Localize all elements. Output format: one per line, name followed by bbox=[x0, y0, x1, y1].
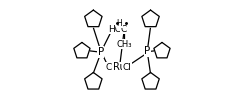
Text: P: P bbox=[144, 46, 151, 56]
Text: HC: HC bbox=[108, 25, 121, 34]
Text: Cl: Cl bbox=[122, 63, 131, 72]
Text: Cl: Cl bbox=[106, 63, 114, 72]
Text: H: H bbox=[117, 19, 122, 28]
Text: Ru: Ru bbox=[113, 62, 126, 72]
Text: CH₃: CH₃ bbox=[117, 40, 132, 49]
Text: C: C bbox=[120, 25, 127, 34]
Text: P: P bbox=[97, 47, 104, 57]
